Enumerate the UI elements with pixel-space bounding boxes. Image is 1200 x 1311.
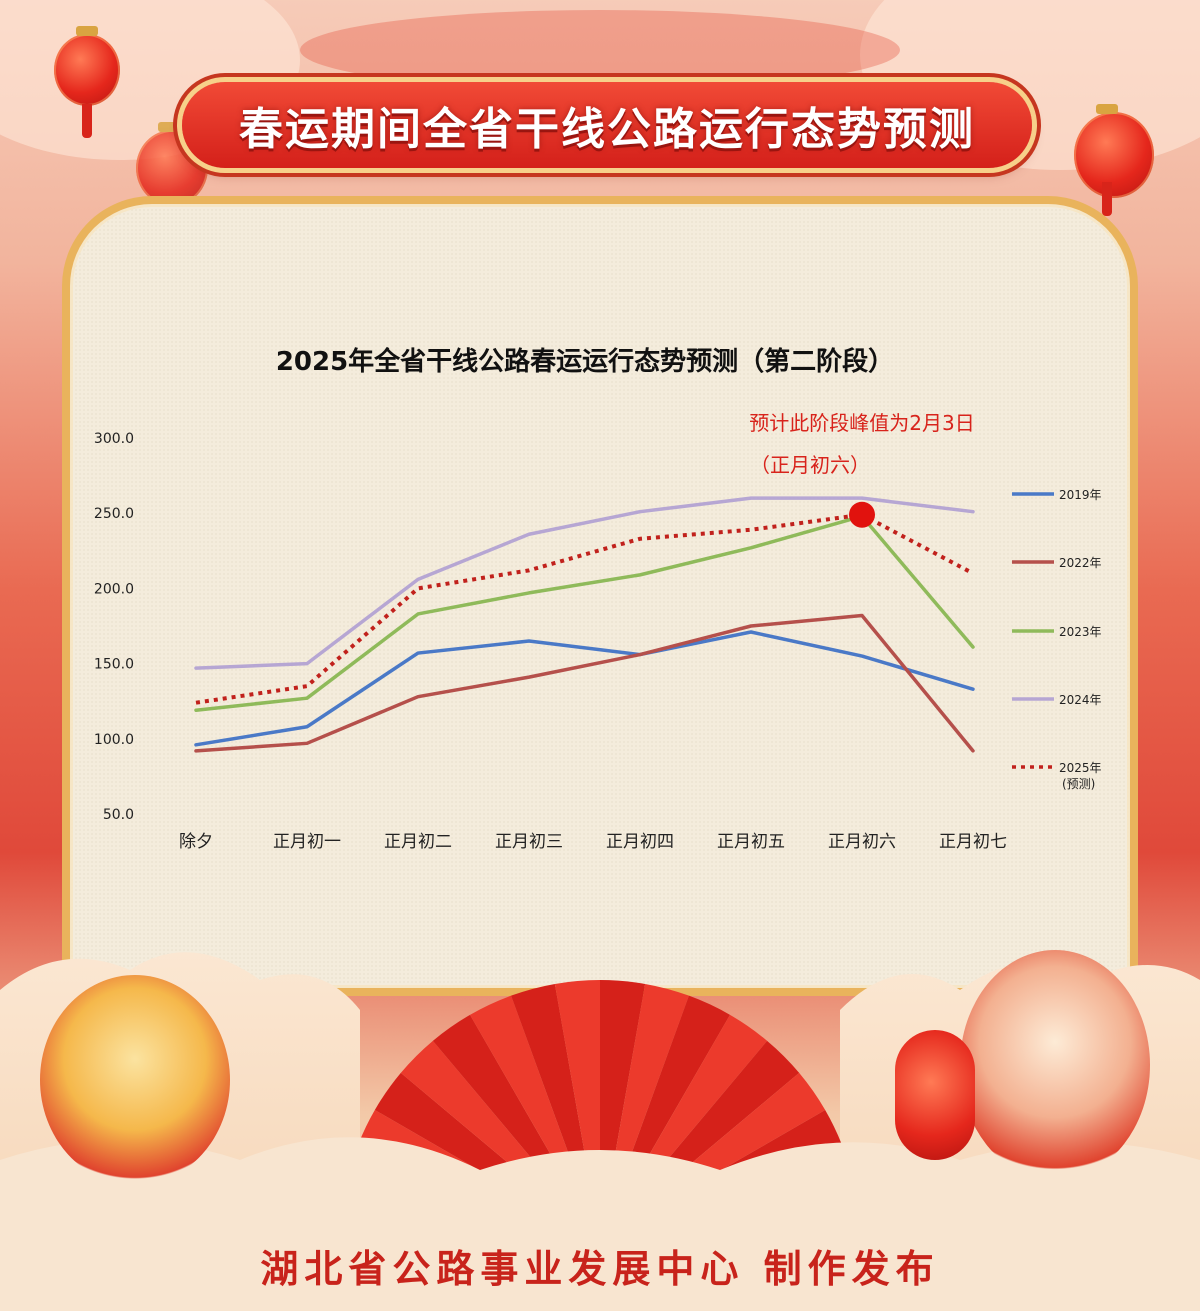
x-axis: 除夕 正月初一 正月初二 正月初三 正月初四 正月初五 正月初六 正月初七 [179, 832, 1007, 852]
x-tick-label: 正月初四 [606, 832, 674, 852]
x-tick-label: 正月初一 [273, 832, 341, 852]
lion-dance-mascot-left [40, 975, 230, 1185]
lantern-cluster-icon [895, 1030, 975, 1160]
lion-dance-mascot-right [960, 950, 1150, 1180]
y-tick-label: 100.0 [94, 732, 134, 748]
legend-forecast-note: (预测) [1062, 777, 1095, 791]
legend-label: 2025年 [1059, 761, 1102, 775]
cloud-band-decoration [0, 1137, 1200, 1311]
legend-label: 2023年 [1059, 625, 1102, 639]
peak-marker [849, 501, 875, 528]
chart-frame [62, 196, 1138, 996]
lantern-icon [54, 26, 120, 138]
annotation-line-2: （正月初六） [750, 453, 870, 477]
footer-publisher: 湖北省公路事业发展中心 制作发布 [260, 1247, 940, 1291]
y-axis: 300.0 250.0 200.0 150.0 100.0 50.0 [94, 431, 134, 823]
series-line-2 [194, 613, 975, 753]
series-lines [194, 496, 975, 753]
y-tick-label: 300.0 [94, 431, 134, 447]
y-tick-label: 50.0 [103, 807, 134, 823]
legend-label: 2024年 [1059, 693, 1102, 707]
legend: 2019年 2022年 2023年 2024年 2025年 (预测) [1012, 488, 1102, 791]
y-tick-label: 150.0 [94, 657, 134, 673]
series-line-3 [194, 514, 975, 712]
chart-panel [70, 204, 1130, 988]
x-tick-label: 正月初二 [384, 832, 452, 852]
x-tick-label: 正月初六 [828, 832, 896, 852]
legend-label: 2022年 [1059, 556, 1102, 570]
legend-label: 2019年 [1059, 488, 1102, 502]
lantern-icon [1074, 104, 1154, 216]
series-line-4 [194, 496, 975, 670]
x-tick-label: 正月初三 [495, 832, 563, 852]
y-tick-label: 250.0 [94, 506, 134, 522]
chart-title: 2025年全省干线公路春运运行态势预测（第二阶段） [276, 346, 894, 377]
banner-title-text: 春运期间全省干线公路运行态势预测 [239, 104, 975, 155]
series-line-1 [194, 630, 975, 747]
y-tick-label: 200.0 [94, 581, 134, 597]
banner-title: 春运期间全省干线公路运行态势预测 [182, 82, 1032, 168]
peak-marker-group [849, 501, 875, 528]
series-line-5 [195, 512, 974, 705]
annotation-line-1: 预计此阶段峰值为2月3日 [749, 411, 974, 435]
x-tick-label: 正月初七 [939, 832, 1007, 852]
cloud-decoration [300, 10, 900, 90]
x-tick-label: 除夕 [179, 832, 213, 852]
x-tick-label: 正月初五 [717, 832, 785, 852]
